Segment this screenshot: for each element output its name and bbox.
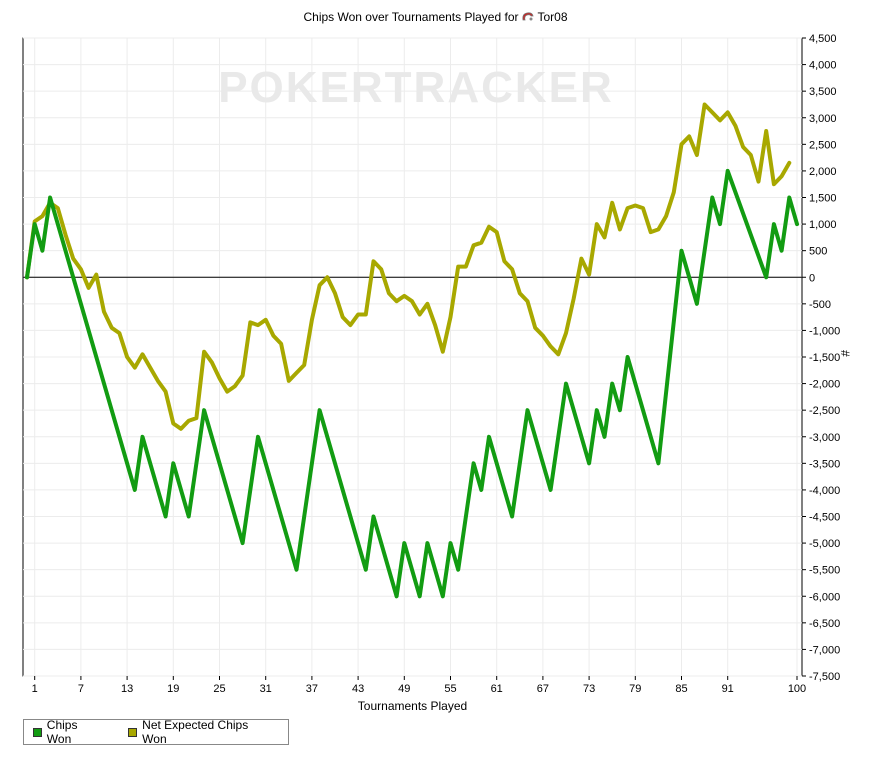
chart-title-text: Chips Won over Tournaments Played for bbox=[303, 10, 519, 24]
legend-swatch-net-expected bbox=[128, 727, 138, 737]
y-tick-label: -6,000 bbox=[809, 591, 840, 603]
y-axis-title: # bbox=[838, 350, 852, 357]
y-tick-label: -6,500 bbox=[809, 618, 840, 630]
x-tick-label: 61 bbox=[491, 683, 503, 695]
x-tick-label: 79 bbox=[629, 683, 641, 695]
y-tick-label: -4,000 bbox=[809, 485, 840, 497]
y-tick-label: -5,500 bbox=[809, 565, 840, 577]
legend-label-net-expected: Net Expected Chips Won bbox=[142, 718, 249, 746]
y-tick-label: -3,500 bbox=[809, 458, 840, 470]
series-line-chips-won bbox=[25, 168, 799, 599]
x-tick-label: 43 bbox=[352, 683, 364, 695]
y-tick-label: -3,000 bbox=[809, 432, 840, 444]
y-tick-label: 1,500 bbox=[809, 193, 837, 205]
watermark-logo: POKERTRACKER bbox=[218, 63, 614, 112]
legend-item-net-expected[interactable]: Net Expected Chips Won bbox=[128, 718, 272, 746]
x-tick-label: 13 bbox=[121, 683, 133, 695]
y-tick-label: 2,500 bbox=[809, 139, 837, 151]
x-tick-label: 37 bbox=[306, 683, 318, 695]
y-tick-label: -2,500 bbox=[809, 405, 840, 417]
x-tick-label: 73 bbox=[583, 683, 595, 695]
y-tick-label: -5,000 bbox=[809, 538, 840, 550]
x-axis-title: Tournaments Played bbox=[357, 699, 468, 713]
series-lines bbox=[25, 102, 799, 599]
y-tick-label: -7,000 bbox=[809, 644, 840, 656]
chart-title: Chips Won over Tournaments Played for Tor… bbox=[0, 10, 871, 24]
legend-label-chips-won: Chips Won bbox=[46, 718, 78, 746]
x-tick-label: 85 bbox=[675, 683, 687, 695]
player-mask-icon bbox=[522, 12, 534, 21]
series-line-net-expected bbox=[25, 102, 792, 431]
legend: Chips Won Net Expected Chips Won bbox=[23, 718, 289, 746]
grid-lines bbox=[23, 37, 802, 677]
x-tick-label: 25 bbox=[213, 683, 225, 695]
y-tick-label: -1,000 bbox=[809, 325, 840, 337]
x-tick-label: 31 bbox=[260, 683, 272, 695]
y-tick-label: 3,000 bbox=[809, 113, 837, 125]
y-tick-label: 4,500 bbox=[809, 33, 837, 45]
x-tick-label: 1 bbox=[32, 683, 38, 695]
y-tick-label: -2,000 bbox=[809, 379, 840, 391]
legend-swatch-chips-won bbox=[33, 727, 42, 737]
y-axis-ticks: 4,500 4,000 3,500 3,000 2,500 2,000 1,500 1,000… bbox=[802, 33, 840, 683]
x-tick-label: 55 bbox=[444, 683, 456, 695]
y-tick-label: 2,000 bbox=[809, 166, 837, 178]
x-tick-label: 91 bbox=[722, 683, 734, 695]
y-tick-label: 0 bbox=[809, 272, 815, 284]
y-tick-label: -4,500 bbox=[809, 512, 840, 524]
y-tick-label: 3,500 bbox=[809, 86, 837, 98]
player-name: Tor08 bbox=[537, 10, 568, 24]
y-tick-label: -1,500 bbox=[809, 352, 840, 364]
x-tick-label: 49 bbox=[398, 683, 410, 695]
legend-item-chips-won[interactable]: Chips Won bbox=[33, 718, 103, 746]
y-tick-label: 500 bbox=[809, 246, 827, 258]
y-tick-label: 4,000 bbox=[809, 60, 837, 72]
y-tick-label: -7,500 bbox=[809, 671, 840, 683]
x-tick-label: 7 bbox=[78, 683, 84, 695]
y-tick-label: -500 bbox=[809, 299, 831, 311]
y-tick-label: 1,000 bbox=[809, 219, 837, 231]
x-tick-label: 19 bbox=[167, 683, 179, 695]
x-tick-label: 67 bbox=[537, 683, 549, 695]
x-axis-ticks: 1 7 13 19 25 31 37 43 49 55 61 67 73 79 85 91 100 bbox=[32, 676, 806, 695]
x-tick-label: 100 bbox=[788, 683, 806, 695]
